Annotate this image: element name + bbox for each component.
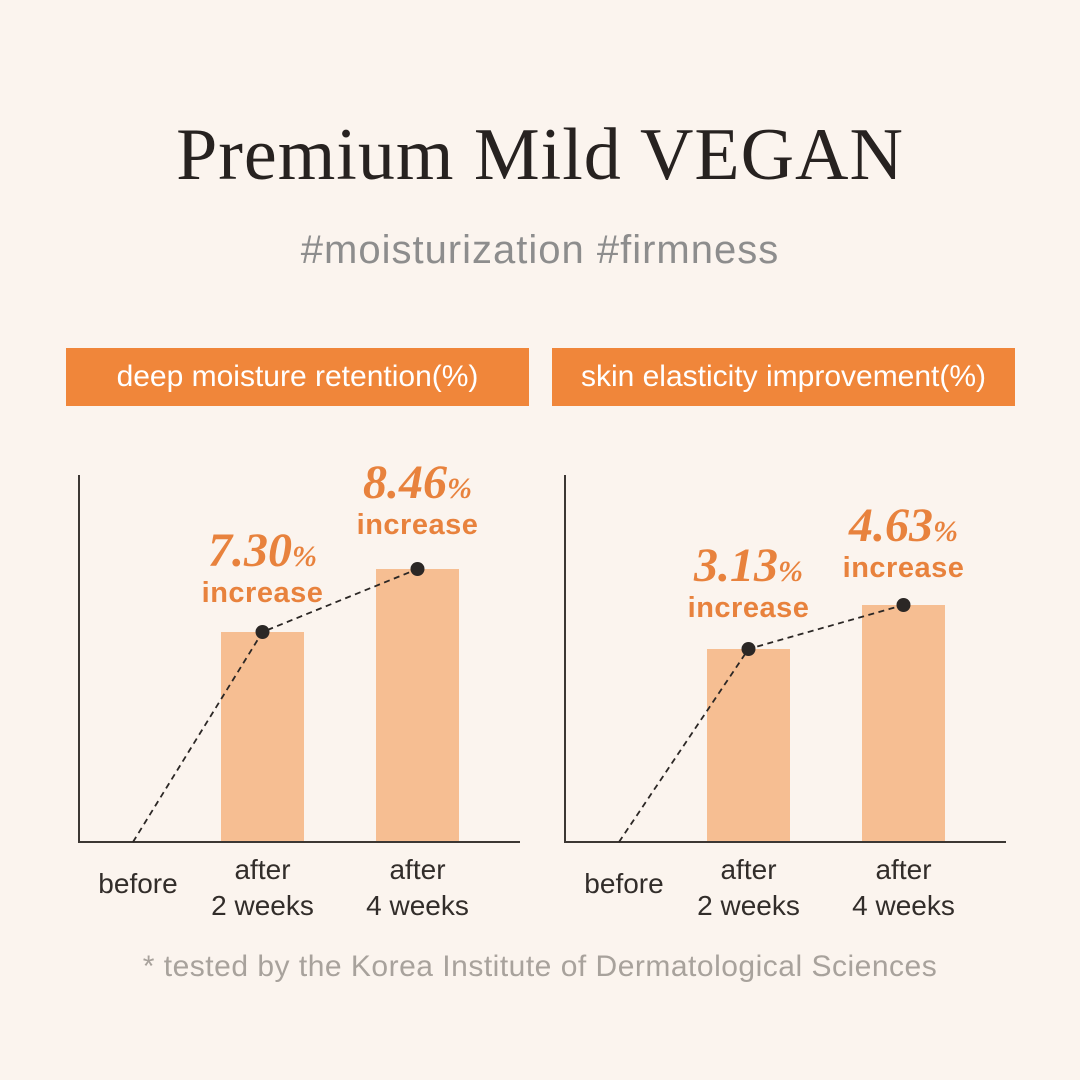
data-point-dot xyxy=(255,625,270,639)
chart-canvas-deep-moisture xyxy=(78,475,520,843)
bar-after-4-weeks xyxy=(376,569,459,842)
increase-value: 4.63% xyxy=(849,499,958,552)
bar-after-2-weeks xyxy=(221,632,304,842)
footnote: * tested by the Korea Institute of Derma… xyxy=(142,950,938,983)
percent-sign: % xyxy=(933,515,958,548)
x-axis-label: after 2 weeks xyxy=(697,854,800,921)
data-point-dot xyxy=(741,642,756,656)
increase-annotation: 4.63% increase xyxy=(794,499,1014,585)
chart-area-skin-elasticity: 3.13% increase 4.63% increase before after 2 w… xyxy=(552,406,1015,921)
increase-value: 8.46% xyxy=(363,456,472,509)
x-axis-label: before xyxy=(98,868,178,899)
increase-label: increase xyxy=(201,577,324,610)
page-title: Premium Mild VEGAN xyxy=(176,114,904,196)
increase-label: increase xyxy=(687,592,810,625)
increase-value: 7.30% xyxy=(208,524,317,577)
increase-annotation: 7.30% increase xyxy=(153,524,373,610)
bar-after-2-weeks xyxy=(707,649,790,842)
chart-banner-deep-moisture: deep moisture retention(%) xyxy=(66,348,529,406)
increase-label: increase xyxy=(356,509,479,542)
page-subtitle: #moisturization #firmness xyxy=(300,228,780,272)
chart-area-deep-moisture: 7.30% increase 8.46% increase before after 2 w… xyxy=(66,406,529,921)
x-axis-label: before xyxy=(584,868,664,899)
chart-axes xyxy=(78,475,520,843)
increase-annotation: 8.46% increase xyxy=(308,456,528,542)
x-axis-label: after 2 weeks xyxy=(211,854,314,921)
chart-axes xyxy=(564,475,1006,843)
bar-after-4-weeks xyxy=(862,605,945,842)
chart-banner-skin-elasticity: skin elasticity improvement(%) xyxy=(552,348,1015,406)
x-axis-label: after 4 weeks xyxy=(852,854,955,921)
percent-sign: % xyxy=(292,540,317,573)
percent-sign: % xyxy=(778,555,803,588)
increase-label: increase xyxy=(842,552,965,585)
chart-panel-skin-elasticity: skin elasticity improvement(%) 3.13% incr… xyxy=(552,348,1015,921)
chart-canvas-skin-elasticity xyxy=(564,475,1006,843)
chart-panel-deep-moisture: deep moisture retention(%) 7.30% increase… xyxy=(66,348,529,921)
data-point-dot xyxy=(410,562,425,576)
increase-value: 3.13% xyxy=(694,539,803,592)
percent-sign: % xyxy=(447,472,472,505)
increase-annotation: 3.13% increase xyxy=(639,539,859,625)
charts-row: deep moisture retention(%) 7.30% increase… xyxy=(66,348,1015,921)
x-axis-label: after 4 weeks xyxy=(366,854,469,921)
data-point-dot xyxy=(896,598,911,612)
